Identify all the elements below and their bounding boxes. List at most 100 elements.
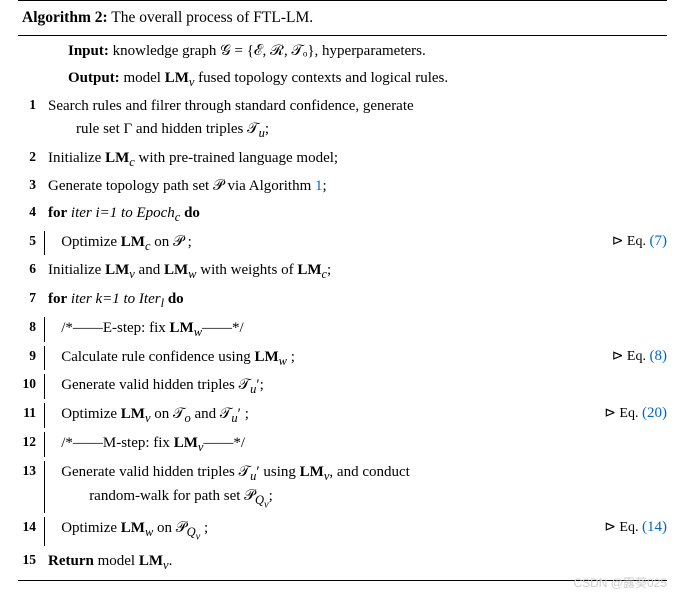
eq-ref: ⊳ Eq. (8) [604, 346, 667, 365]
eq-ref: ⊳ Eq. (14) [596, 517, 667, 536]
indent-bar [44, 374, 57, 399]
algo-line: 15 Return model LMv. [18, 548, 667, 577]
lm: LM [170, 320, 194, 336]
t: on 𝒫 [153, 520, 186, 536]
t: Initialize [48, 262, 105, 278]
t: ; [200, 520, 208, 536]
line-num: 6 [18, 259, 44, 277]
sub: w [194, 325, 202, 339]
lm: LM [254, 349, 278, 365]
t: with weights of [196, 262, 297, 278]
c: for iter k=1 to Iterl do [44, 288, 667, 313]
lm: LM [121, 520, 145, 536]
kw-return: Return [48, 553, 94, 569]
lm: LM [105, 262, 129, 278]
indent-bar [44, 403, 57, 428]
t: /*——E-step: fix [61, 320, 169, 336]
algo-title-text: The overall process of FTL-LM. [111, 9, 313, 26]
t: ; [287, 349, 295, 365]
algo-number: Algorithm 2: [22, 9, 108, 26]
algo-line: 5 Optimize LMc on 𝒫 ; ⊳ Eq. (7) [18, 229, 667, 258]
tri-icon: ⊳ Eq. [612, 234, 650, 249]
line-num: 11 [18, 403, 44, 421]
t: iter k=1 to Iter [67, 291, 160, 307]
kw-do: do [184, 205, 200, 221]
c: Generate valid hidden triples 𝒯u′; [57, 374, 667, 399]
t: on 𝒫 ; [151, 234, 192, 250]
line-num [18, 40, 44, 42]
t: Search rules and filrer through standard… [48, 98, 414, 114]
input-text: knowledge graph 𝒢 = {ℰ, ℛ, 𝒯ₒ}, hyperpar… [109, 43, 426, 59]
t: ——*/ [202, 320, 244, 336]
rule-top [18, 0, 667, 1]
t: , and conduct [329, 464, 409, 480]
algo-line: 13 Generate valid hidden triples 𝒯u′ usi… [18, 459, 667, 516]
t: Optimize [61, 234, 121, 250]
line-num: 4 [18, 202, 44, 220]
c: Calculate rule confidence using LMw ; [57, 346, 604, 371]
line-num: 8 [18, 317, 44, 335]
c: Search rules and filrer through standard… [44, 95, 667, 142]
indent-bar [44, 517, 57, 545]
line-num: 9 [18, 346, 44, 364]
eq-ref: ⊳ Eq. (7) [604, 231, 667, 250]
algorithm-title: Algorithm 2: The overall process of FTL-… [18, 3, 667, 31]
t: ; [265, 121, 269, 137]
t: on 𝒯 [151, 406, 185, 422]
t: ; [269, 488, 273, 504]
sub: Q [187, 525, 196, 539]
lm: LM [300, 464, 324, 480]
sub: w [279, 354, 287, 368]
line-num: 5 [18, 231, 44, 249]
line-num: 13 [18, 461, 44, 479]
algo-line: 9 Calculate rule confidence using LMw ; … [18, 344, 667, 373]
line-num: 14 [18, 517, 44, 535]
kw-for: for [48, 291, 67, 307]
algo-line: 8 /*——E-step: fix LMw——*/ [18, 315, 667, 344]
t: rule set Γ and hidden triples 𝒯 [76, 121, 259, 137]
c: Initialize LMv and LMw with weights of L… [44, 259, 667, 284]
sub: Q [255, 493, 264, 507]
line-num: 1 [18, 95, 44, 113]
lm: LM [121, 406, 145, 422]
lm: LM [105, 150, 129, 166]
c: Initialize LMc with pre-trained language… [44, 147, 667, 172]
rule-mid [18, 35, 667, 36]
algo-line: 7 for iter k=1 to Iterl do [18, 286, 667, 315]
tri-icon: ⊳ Eq. [612, 349, 650, 364]
eq-link[interactable]: (20) [642, 405, 667, 421]
t: Optimize [61, 406, 121, 422]
indent-bar [44, 461, 57, 514]
algo-line: 1 Search rules and filrer through standa… [18, 93, 667, 144]
t: Calculate rule confidence using [61, 349, 254, 365]
indent-bar [44, 231, 57, 256]
line-num: 7 [18, 288, 44, 306]
c: /*——E-step: fix LMw——*/ [57, 317, 667, 342]
line-num: 3 [18, 175, 44, 193]
t: and [135, 262, 164, 278]
eq-ref: ⊳ Eq. (20) [596, 403, 667, 422]
algo-line: 14 Optimize LMw on 𝒫Qv ; ⊳ Eq. (14) [18, 515, 667, 547]
eq-link[interactable]: (7) [650, 233, 668, 249]
input-content: Input: knowledge graph 𝒢 = {ℰ, ℛ, 𝒯ₒ}, h… [44, 40, 667, 63]
algo-line: 2 Initialize LMc with pre-trained langua… [18, 145, 667, 174]
line-num [18, 67, 44, 69]
algo-line: 12 /*——M-step: fix LMv——*/ [18, 430, 667, 459]
tri-icon: ⊳ Eq. [604, 520, 642, 535]
t: and 𝒯 [191, 406, 232, 422]
output-label: Output: [68, 70, 120, 86]
algo-line: 10 Generate valid hidden triples 𝒯u′; [18, 372, 667, 401]
eq-link[interactable]: (8) [650, 348, 668, 364]
t: model [94, 553, 139, 569]
c: Generate valid hidden triples 𝒯u′ using … [57, 461, 667, 514]
c: Optimize LMc on 𝒫 ; [57, 231, 604, 256]
lm: LM [164, 262, 188, 278]
t: Generate valid hidden triples 𝒯 [61, 377, 250, 393]
eq-link[interactable]: (14) [642, 519, 667, 535]
t: iter i=1 to Epoch [67, 205, 175, 221]
rule-bottom [18, 580, 667, 581]
c: Generate topology path set 𝒫 via Algorit… [44, 175, 667, 198]
algo-ref-link[interactable]: 1 [315, 178, 323, 194]
c: Optimize LMw on 𝒫Qv ; [57, 517, 596, 545]
tri-icon: ⊳ Eq. [604, 406, 642, 421]
